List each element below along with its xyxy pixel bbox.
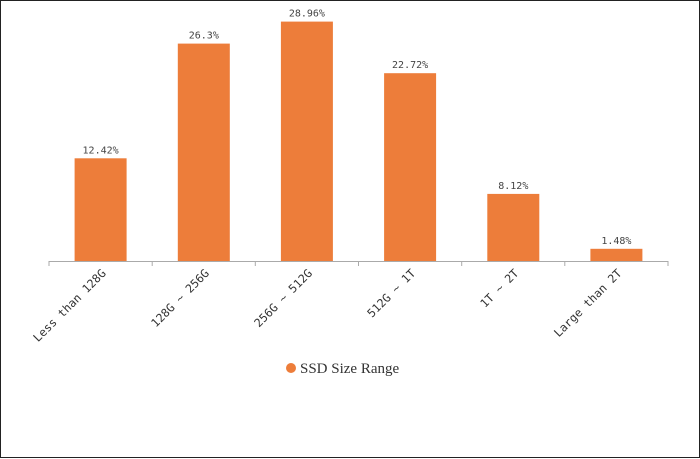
x-tick-label-5: Large than 2T bbox=[551, 266, 625, 340]
x-tick-label-3: 512G ~ 1T bbox=[364, 266, 418, 320]
bar-4[interactable] bbox=[487, 193, 540, 261]
bar-value-label-3: 22.72% bbox=[392, 60, 428, 71]
x-tick-label-2: 256G ~ 512G bbox=[251, 266, 315, 330]
x-tick-label-1: 128G ~ 256G bbox=[148, 266, 212, 330]
bar-value-label-5: 1.48% bbox=[601, 236, 631, 247]
bar-value-label-1: 26.3% bbox=[189, 31, 219, 42]
bar-2[interactable] bbox=[280, 21, 333, 261]
bar-5[interactable] bbox=[590, 248, 643, 261]
bar-3[interactable] bbox=[384, 73, 437, 261]
legend[interactable]: SSD Size Range bbox=[286, 361, 400, 377]
x-tick-label-4: 1T ~ 2T bbox=[477, 266, 521, 310]
bars-group bbox=[74, 21, 643, 261]
x-tick-label-0: Less than 128G bbox=[30, 266, 108, 344]
legend-marker bbox=[286, 363, 296, 373]
bar-value-label-2: 28.96% bbox=[289, 9, 325, 20]
value-labels-group: 12.42% 26.3% 28.96% 22.72% 8.12% 1.48% bbox=[83, 9, 632, 247]
bar-0[interactable] bbox=[74, 158, 127, 261]
bar-value-label-0: 12.42% bbox=[83, 145, 119, 156]
legend-label: SSD Size Range bbox=[300, 361, 400, 377]
bar-1[interactable] bbox=[177, 43, 230, 261]
x-tick-labels-group: Less than 128G 128G ~ 256G 256G ~ 512G 512G… bbox=[30, 266, 624, 344]
bar-value-label-4: 8.12% bbox=[498, 181, 528, 192]
x-ticks-group bbox=[48, 261, 669, 266]
